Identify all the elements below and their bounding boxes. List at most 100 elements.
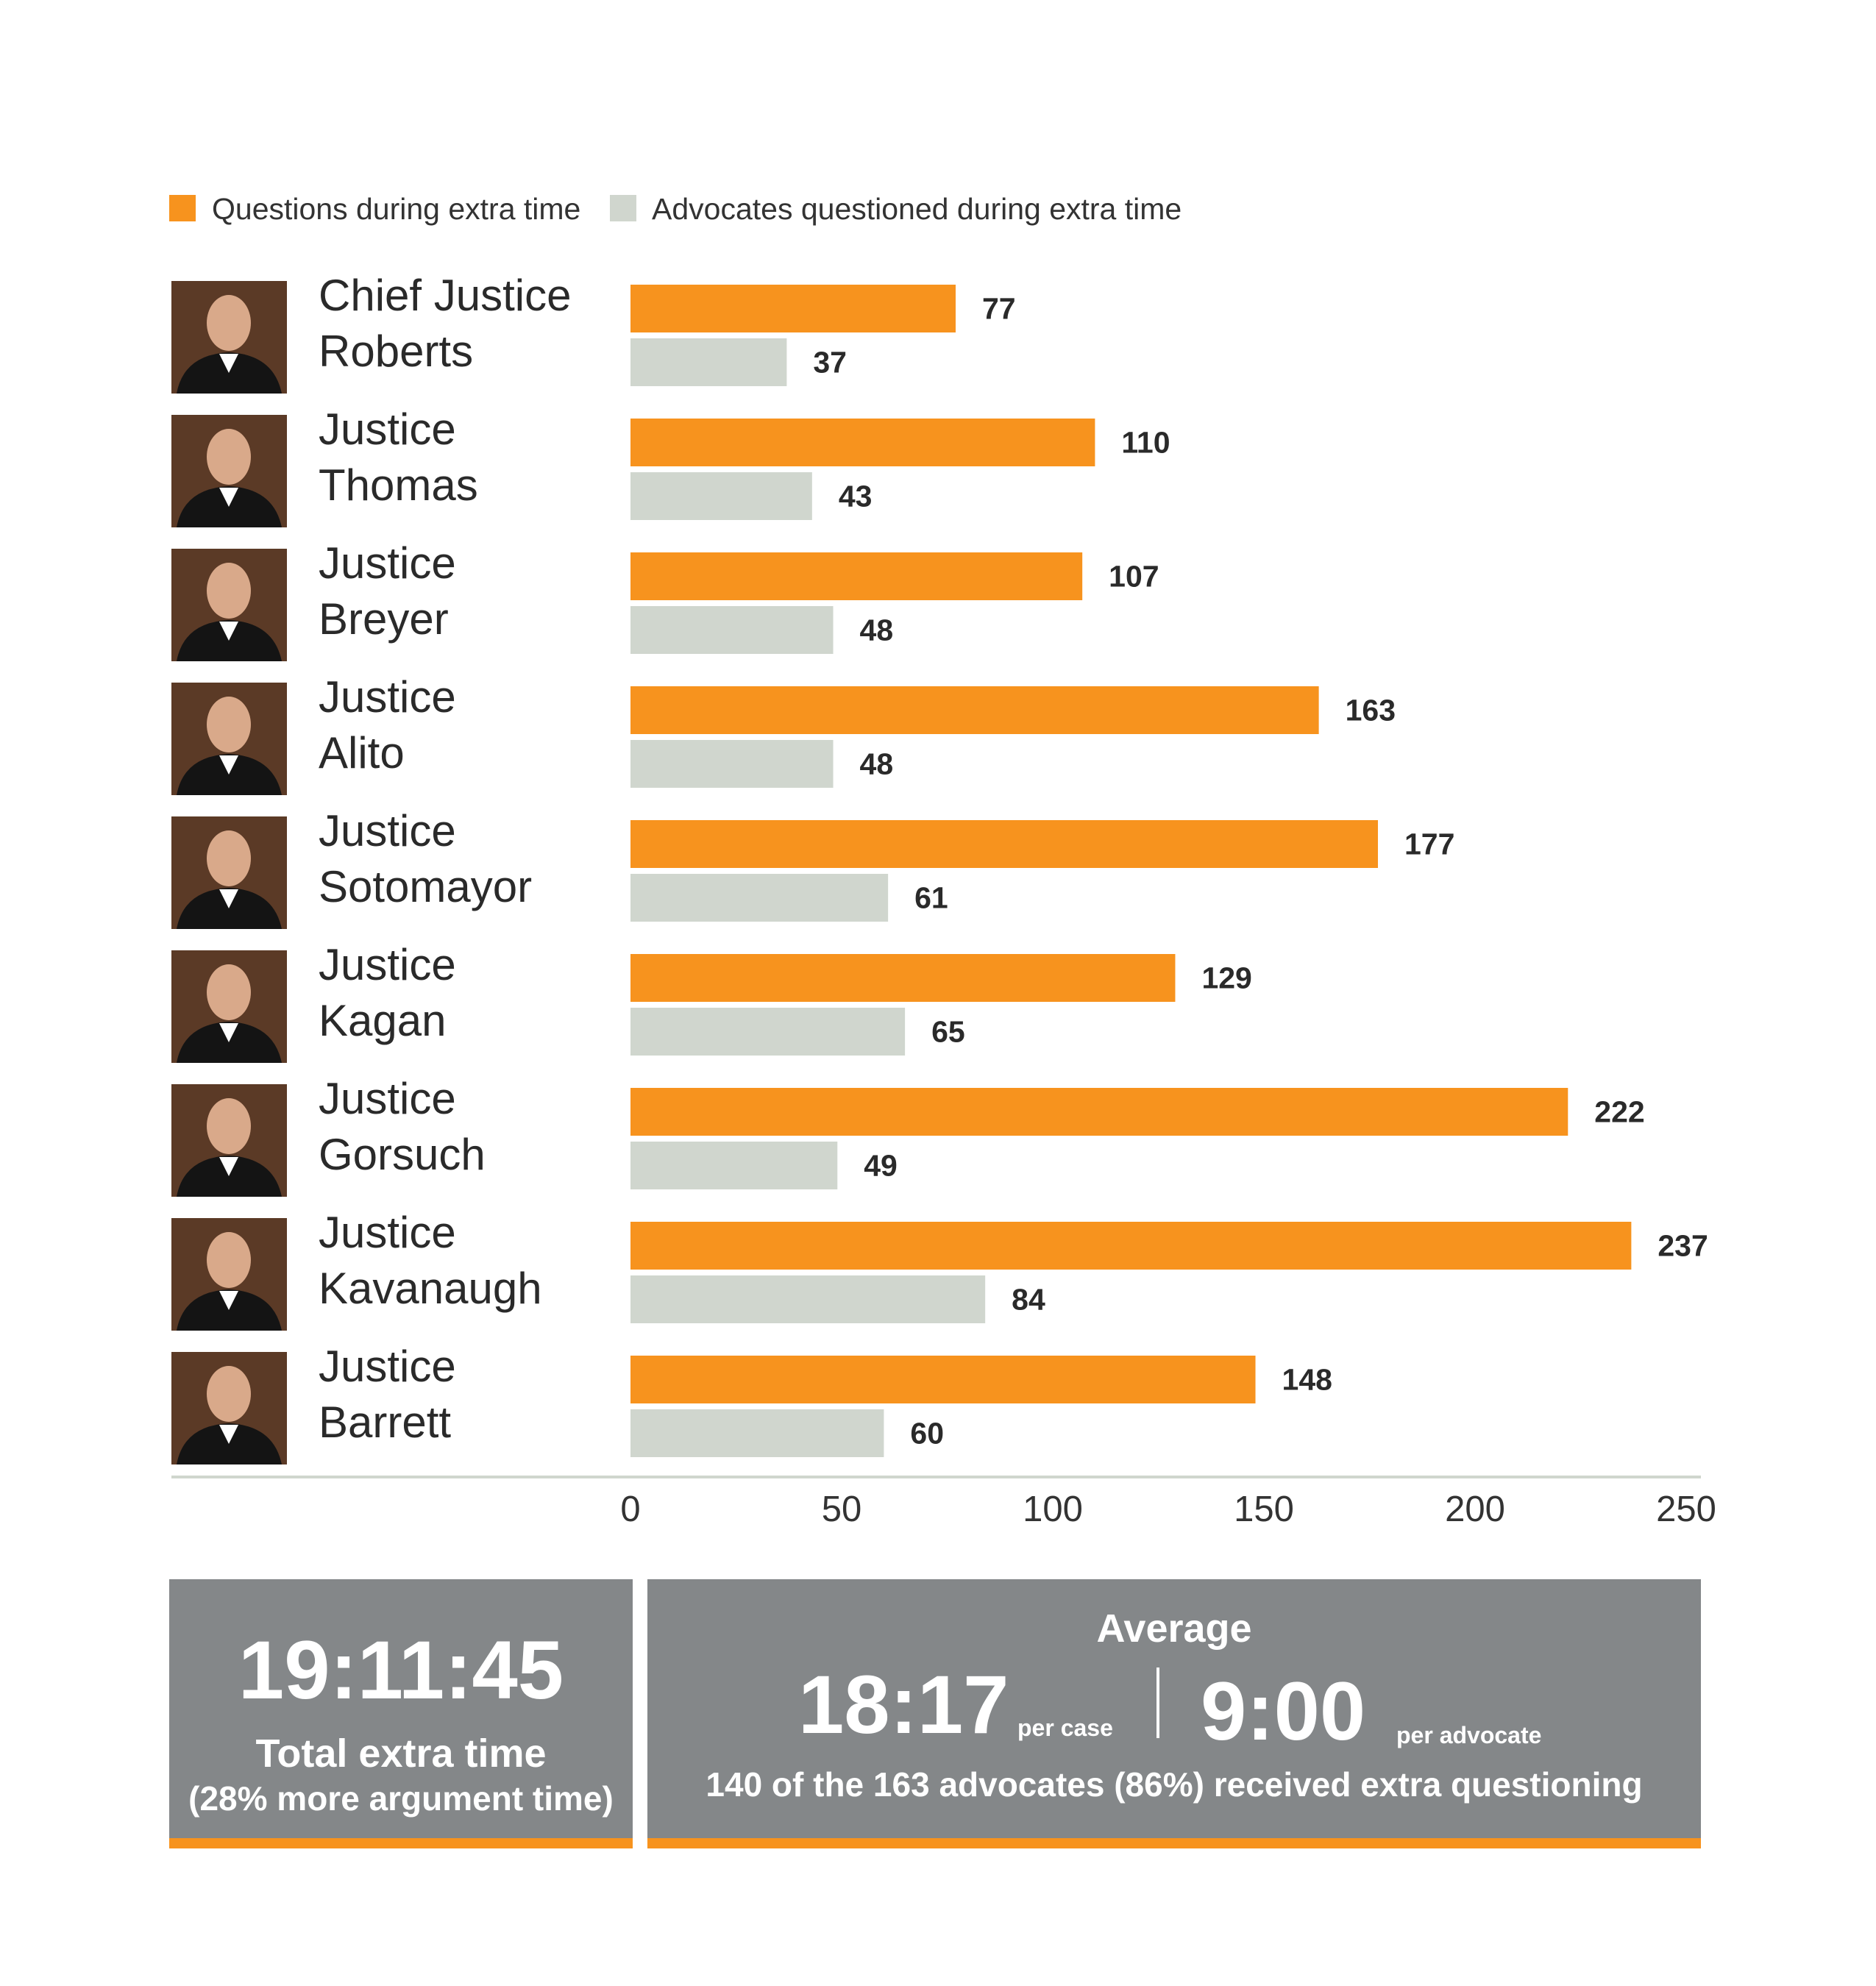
portrait-robe [177,352,282,394]
per-case-label: per case [1017,1715,1113,1741]
category-label-justice-alito-line2: Alito [319,728,405,777]
category-label-justice-breyer-line1: Justice [319,538,456,588]
legend: Questions during extra time Advocates qu… [169,192,1182,226]
portrait-justice-thomas [171,415,287,527]
portrait-face [207,295,251,351]
category-label-justice-kavanaugh-line2: Kavanaugh [319,1264,542,1313]
bar-advocates-justice-alito [630,740,834,788]
value-label-advocates-justice-kagan: 65 [931,1015,965,1049]
average-footnote: 140 of the 163 advocates (86%) received … [706,1765,1643,1804]
data-labels: 77 37 110 43 107 48 163 48 177 61 129 65 222 49 237 84 1… [813,292,1708,1451]
value-label-questions-justice-sotomayor: 177 [1404,828,1454,861]
total-time-value: 19:11:45 [238,1624,564,1716]
category-label-justice-barrett-line1: Justice [319,1342,456,1391]
value-label-questions-chief-justice-roberts: 77 [982,292,1016,326]
bar-advocates-justice-sotomayor [630,874,889,922]
value-label-advocates-chief-justice-roberts: 37 [813,346,847,380]
bar-questions-justice-alito [630,686,1319,734]
portrait-collar [219,1157,238,1176]
portrait-robe [177,888,282,929]
average-panel: Average 18:17 per case 9:00 per advocate… [647,1579,1701,1848]
value-label-advocates-justice-thomas: 43 [839,480,873,513]
bar-chart: Questions during extra time Advocates qu… [169,192,1716,1529]
bar-questions-justice-kagan [630,954,1176,1002]
category-label-justice-gorsuch-line2: Gorsuch [319,1130,486,1179]
category-label-chief-justice-roberts-line1: Chief Justice [319,271,571,320]
bar-advocates-justice-breyer [630,606,834,654]
category-label-justice-kagan-line2: Kagan [319,996,447,1045]
bar-questions-justice-barrett [630,1356,1256,1403]
legend-swatch-questions [169,195,196,221]
x-tick-label-250: 250 [1656,1490,1716,1529]
portraits [171,281,287,1464]
x-tick-label-200: 200 [1445,1490,1505,1529]
portrait-robe [177,1423,282,1464]
value-label-advocates-justice-gorsuch: 49 [864,1149,898,1183]
bar-advocates-chief-justice-roberts [630,338,787,386]
portrait-chief-justice-roberts [171,281,287,394]
portrait-justice-sotomayor [171,816,287,929]
legend-label-questions: Questions during extra time [212,192,580,226]
bars [630,285,1632,1457]
per-case-value: 18:17 [798,1659,1009,1751]
total-time-label: Total extra time [255,1731,547,1776]
legend-label-advocates: Advocates questioned during extra time [652,192,1182,226]
value-label-questions-justice-kagan: 129 [1201,961,1251,995]
category-label-justice-thomas-line2: Thomas [319,460,478,510]
bar-questions-justice-sotomayor [630,820,1378,868]
portrait-justice-barrett [171,1352,287,1464]
bar-advocates-justice-kagan [630,1008,906,1056]
portrait-robe [177,754,282,795]
per-advocate-label: per advocate [1396,1722,1542,1748]
value-label-advocates-justice-alito: 48 [860,747,894,781]
category-label-chief-justice-roberts-line2: Roberts [319,327,473,376]
bar-questions-justice-kavanaugh [630,1222,1632,1270]
value-label-questions-justice-barrett: 148 [1282,1363,1332,1397]
value-label-questions-justice-gorsuch: 222 [1594,1095,1644,1129]
portrait-face [207,563,251,619]
average-divider [1156,1668,1159,1738]
x-tick-label-100: 100 [1023,1490,1083,1529]
total-extra-time-panel: 19:11:45 Total extra time (28% more argu… [169,1579,633,1848]
category-labels: Chief Justice Roberts Justice Thomas Justice… [319,271,571,1447]
category-label-justice-kavanaugh-line1: Justice [319,1208,456,1257]
portrait-robe [177,1289,282,1331]
category-label-justice-gorsuch-line1: Justice [319,1074,456,1123]
x-tick-label-50: 50 [822,1490,862,1529]
portrait-collar [219,755,238,775]
portrait-face [207,697,251,752]
portrait-collar [219,354,238,373]
portrait-collar [219,889,238,908]
portrait-face [207,429,251,485]
portrait-collar [219,488,238,507]
bar-advocates-justice-kavanaugh [630,1275,986,1323]
portrait-justice-alito [171,683,287,795]
bar-questions-justice-breyer [630,552,1083,600]
category-label-justice-breyer-line2: Breyer [319,594,449,644]
value-label-questions-justice-thomas: 110 [1121,426,1170,460]
portrait-justice-gorsuch [171,1084,287,1197]
portrait-robe [177,1156,282,1197]
bar-questions-chief-justice-roberts [630,285,956,332]
portrait-face [207,1366,251,1422]
category-label-justice-sotomayor-line2: Sotomayor [319,862,532,911]
portrait-justice-breyer [171,549,287,661]
average-title: Average [1096,1606,1252,1651]
portrait-collar [219,1023,238,1042]
x-axis-ticks: 0 50 100 150 200 250 [620,1490,1716,1529]
value-label-questions-justice-alito: 163 [1346,694,1396,727]
portrait-justice-kagan [171,950,287,1063]
value-label-questions-justice-kavanaugh: 237 [1658,1229,1708,1263]
bar-advocates-justice-barrett [630,1409,884,1457]
category-label-justice-thomas-line1: Justice [319,405,456,454]
portrait-face [207,964,251,1020]
value-label-advocates-justice-barrett: 60 [910,1417,944,1451]
category-label-justice-kagan-line1: Justice [319,940,456,989]
legend-swatch-advocates [610,195,636,221]
portrait-face [207,1232,251,1288]
portrait-justice-kavanaugh [171,1218,287,1331]
value-label-advocates-justice-breyer: 48 [860,613,894,647]
bar-questions-justice-thomas [630,419,1095,466]
portrait-collar [219,1291,238,1310]
per-advocate-value: 9:00 [1201,1665,1366,1757]
